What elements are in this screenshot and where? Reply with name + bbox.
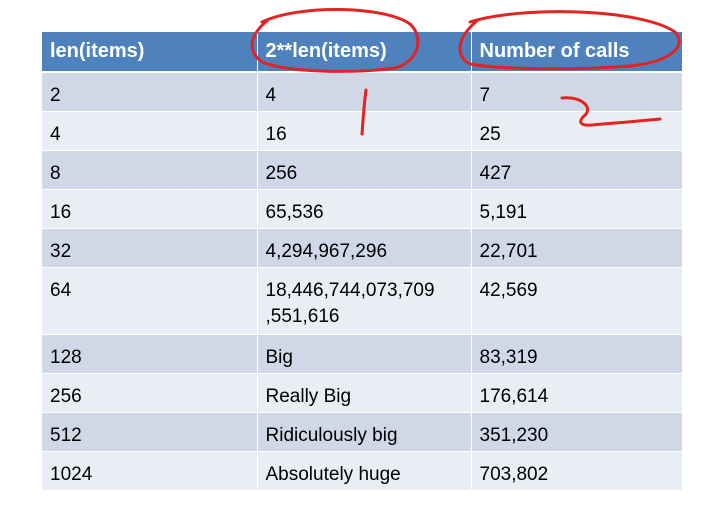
cell-pow: Ridiculously big bbox=[257, 412, 472, 452]
cell-pow: Really Big bbox=[257, 373, 472, 413]
cell-calls: 176,614 bbox=[471, 373, 682, 413]
table-row: 1024 Absolutely huge 703,802 bbox=[42, 451, 682, 491]
cell-len: 4 bbox=[42, 111, 258, 151]
cell-calls: 83,319 bbox=[471, 334, 682, 374]
cell-len: 64 bbox=[42, 267, 258, 335]
cell-len: 2 bbox=[42, 72, 258, 112]
table-row: 64 18,446,744,073,709 ,551,616 42,569 bbox=[42, 267, 682, 335]
cell-calls: 25 bbox=[471, 111, 682, 151]
table-row: 128 Big 83,319 bbox=[42, 334, 682, 374]
header-row: len(items) 2**len(items) Number of calls bbox=[42, 32, 682, 73]
table-row: 256 Really Big 176,614 bbox=[42, 373, 682, 413]
cell-calls: 351,230 bbox=[471, 412, 682, 452]
header-number-of-calls: Number of calls bbox=[471, 32, 682, 73]
cell-pow: Absolutely huge bbox=[257, 451, 472, 491]
cell-len: 256 bbox=[42, 373, 258, 413]
cell-pow: 256 bbox=[257, 150, 472, 190]
table-row: 16 65,536 5,191 bbox=[42, 189, 682, 229]
cell-calls: 7 bbox=[471, 72, 682, 112]
cell-pow: 18,446,744,073,709 ,551,616 bbox=[257, 267, 472, 335]
data-table: len(items) 2**len(items) Number of calls… bbox=[42, 32, 682, 491]
table-row: 4 16 25 bbox=[42, 111, 682, 151]
cell-pow: 65,536 bbox=[257, 189, 472, 229]
header-len-items: len(items) bbox=[42, 32, 258, 73]
cell-calls: 5,191 bbox=[471, 189, 682, 229]
table-row: 2 4 7 bbox=[42, 72, 682, 112]
cell-pow: 4,294,967,296 bbox=[257, 228, 472, 268]
cell-len: 16 bbox=[42, 189, 258, 229]
table-row: 32 4,294,967,296 22,701 bbox=[42, 228, 682, 268]
header-two-pow-len: 2**len(items) bbox=[257, 32, 472, 73]
cell-calls: 42,569 bbox=[471, 267, 682, 335]
cell-len: 32 bbox=[42, 228, 258, 268]
cell-calls: 22,701 bbox=[471, 228, 682, 268]
cell-pow: 16 bbox=[257, 111, 472, 151]
cell-calls: 427 bbox=[471, 150, 682, 190]
cell-len: 128 bbox=[42, 334, 258, 374]
cell-pow: 4 bbox=[257, 72, 472, 112]
cell-len: 512 bbox=[42, 412, 258, 452]
cell-pow: Big bbox=[257, 334, 472, 374]
cell-len: 8 bbox=[42, 150, 258, 190]
cell-len: 1024 bbox=[42, 451, 258, 491]
table-row: 8 256 427 bbox=[42, 150, 682, 190]
table-row: 512 Ridiculously big 351,230 bbox=[42, 412, 682, 452]
cell-calls: 703,802 bbox=[471, 451, 682, 491]
